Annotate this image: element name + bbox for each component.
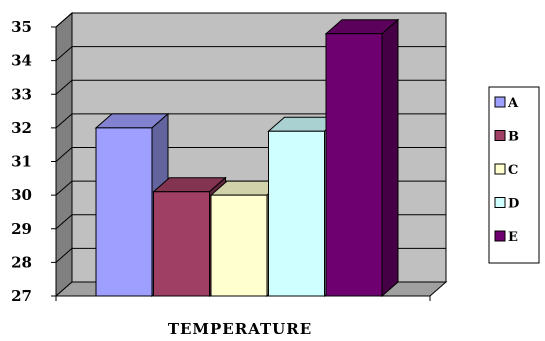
y-tick-label: 27 [11, 287, 32, 305]
y-tick-label: 29 [11, 220, 32, 238]
gridline-side [55, 214, 73, 230]
legend-label: B [508, 130, 519, 145]
bar-side [381, 18, 399, 298]
y-tick-label: 34 [11, 52, 32, 70]
x-axis-label: TEMPERATURE [168, 320, 312, 338]
legend-label: A [507, 96, 519, 111]
y-tick-label: 35 [11, 18, 32, 36]
bar-front [268, 130, 325, 297]
legend-swatch [494, 130, 506, 141]
bar-front [325, 33, 383, 297]
gridline-side [55, 113, 73, 129]
legend: A B C D E [488, 86, 540, 264]
bar-front [210, 194, 268, 297]
legend-box [488, 86, 540, 264]
gridline-side [55, 180, 73, 196]
legend-label: E [508, 230, 518, 245]
legend-swatch [494, 230, 506, 242]
legend-label: D [508, 197, 519, 212]
bar-series [94, 18, 400, 298]
legend-swatch [494, 163, 506, 175]
gridline-side [55, 247, 73, 263]
gridline-side [55, 46, 73, 62]
gridline-side [55, 12, 73, 28]
legend-swatch [494, 96, 506, 108]
y-axis: 27 28 29 30 31 32 33 34 35 [11, 18, 431, 305]
legend-label: C [508, 163, 518, 178]
y-tick-label: 30 [11, 186, 32, 204]
legend-swatch [494, 197, 506, 208]
gridline-side [55, 79, 73, 95]
y-tick-label: 33 [11, 85, 32, 103]
y-tick-label: 31 [11, 153, 32, 171]
bar-e [324, 18, 400, 298]
y-tick-label: 28 [11, 253, 32, 271]
gridline-side [55, 147, 73, 162]
bar-front [153, 191, 210, 297]
y-tick-label: 32 [11, 119, 32, 137]
bar-front [95, 127, 153, 297]
